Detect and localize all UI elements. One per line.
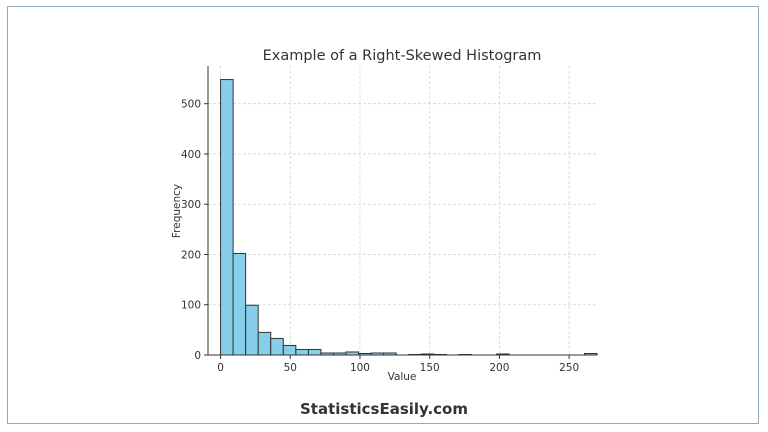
x-tick-label: 100: [350, 362, 370, 374]
y-tick-label: 300: [181, 199, 201, 211]
y-axis-label: Frequency: [171, 184, 183, 238]
histogram-bar: [220, 79, 234, 356]
histogram-bar: [232, 252, 247, 356]
y-tick-label: 100: [181, 300, 201, 312]
x-axis-label: Value: [388, 371, 417, 383]
y-tick-label: 200: [181, 249, 201, 261]
ticks-layer: 0 50 100 150 200 250 0 100 200 300 400 500: [181, 99, 579, 374]
histogram-bar: [245, 304, 259, 356]
histogram-bar: [257, 331, 272, 356]
x-tick-label: 200: [489, 362, 509, 374]
y-tick-label: 500: [181, 99, 201, 111]
histogram-bar: [282, 344, 297, 356]
x-tick-label: 150: [420, 362, 440, 374]
grid-layer: [208, 66, 597, 356]
x-tick-label: 250: [559, 362, 579, 374]
chart-title: Example of a Right-Skewed Histogram: [263, 48, 542, 64]
histogram-bar: [270, 337, 284, 356]
y-tick-label: 400: [181, 149, 201, 161]
x-tick-label: 50: [284, 362, 297, 374]
histogram-bar: [295, 348, 309, 356]
y-tick-label: 0: [194, 350, 201, 362]
histogram-bar: [307, 348, 322, 356]
axes-layer: [207, 66, 597, 356]
bars-layer: [220, 79, 598, 356]
x-tick-label: 0: [217, 362, 224, 374]
brand-footer: StatisticsEasily.com: [300, 400, 468, 418]
